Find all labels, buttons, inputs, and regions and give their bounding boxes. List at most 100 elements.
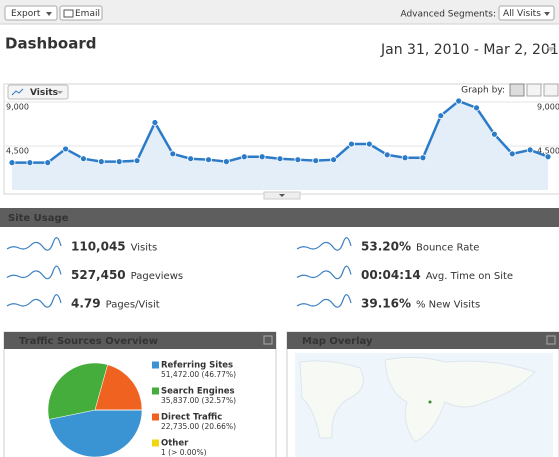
metric-tab[interactable] — [7, 84, 69, 100]
dropdown-arrow — [544, 12, 550, 16]
metric-value: 4.79 — [71, 297, 101, 311]
panel-title: Map Overlay — [302, 336, 373, 347]
legend-label: Other — [161, 439, 189, 449]
data-point — [330, 156, 338, 164]
y-tick-label: 9,000 — [6, 103, 29, 112]
metric-value: 527,450 — [71, 268, 126, 282]
dropdown-arrow — [57, 91, 63, 94]
legend-value: 35,837.00 (32.57%) — [161, 396, 236, 405]
sparkline — [296, 265, 352, 280]
metric-tab-icon — [11, 88, 24, 96]
segment-value: All Visits — [503, 9, 541, 19]
data-point — [526, 146, 534, 154]
legend-swatch — [152, 439, 159, 447]
panel-title: Traffic Sources Overview — [19, 336, 158, 347]
graph-by-month[interactable] — [543, 83, 559, 97]
dropdown-arrow — [46, 12, 52, 16]
metric-value: 53.20% — [361, 240, 411, 254]
data-point — [115, 158, 123, 166]
metric-label: Avg. Time on Site — [426, 271, 513, 282]
data-point — [8, 159, 16, 167]
date-range: Jan 31, 2010 - Mar 2, 2010 — [380, 42, 559, 58]
data-point — [473, 104, 480, 112]
panel-header — [4, 332, 276, 349]
data-point — [544, 153, 552, 161]
site-usage-metrics: 110,045 Visits 53.20% Bounce Rate 527,450 Pag… — [6, 237, 513, 311]
data-point — [97, 158, 105, 166]
email-icon — [63, 9, 74, 18]
panel-header — [287, 332, 559, 349]
data-point — [437, 112, 445, 120]
segment-select[interactable] — [498, 5, 555, 21]
metric-value: 39.16% — [361, 297, 411, 311]
data-point — [294, 156, 302, 164]
data-point — [383, 151, 391, 159]
dropdown-arrow — [547, 47, 555, 52]
email-label: Email — [75, 9, 100, 19]
section-header — [0, 208, 559, 227]
data-point — [240, 153, 248, 161]
data-point — [151, 119, 159, 126]
legend-swatch — [152, 413, 159, 421]
data-point — [348, 140, 355, 148]
data-point — [312, 157, 320, 165]
data-point — [455, 97, 463, 105]
y-tick-label: 9,000 — [537, 103, 559, 112]
metric-tab-label: Visits — [30, 88, 58, 98]
traffic-panel — [3, 331, 277, 457]
data-point — [205, 156, 212, 164]
sparkline — [6, 237, 62, 251]
data-point — [365, 140, 373, 148]
metric-label: Pages/Visit — [106, 300, 160, 311]
data-point — [169, 150, 177, 158]
date-range-picker[interactable] — [375, 37, 559, 62]
collapse-arrow — [279, 194, 285, 197]
legend-label: Direct Traffic — [161, 413, 222, 423]
data-point — [276, 155, 284, 163]
data-point — [26, 159, 34, 167]
legend-label: Search Engines — [161, 387, 235, 397]
sparkline — [296, 294, 352, 308]
metric-value: 110,045 — [71, 240, 126, 254]
sparkline — [6, 265, 62, 280]
metric-label: % New Visits — [416, 300, 480, 311]
data-point — [62, 145, 69, 153]
legend-value: 1 (> 0.00%) — [161, 448, 207, 457]
segments-label: Advanced Segments: — [400, 10, 496, 20]
data-point — [222, 158, 230, 166]
data-point — [44, 159, 52, 167]
legend-swatch — [152, 361, 159, 369]
data-point — [490, 130, 498, 138]
graph-by-label: Graph by: — [461, 86, 505, 96]
legend-label: Referring Sites — [161, 361, 233, 371]
export-label: Export — [11, 9, 41, 19]
graph-by-week[interactable] — [526, 83, 542, 97]
y-tick-label: 4,500 — [6, 147, 29, 156]
pie-slice — [94, 364, 143, 411]
pie-slice — [47, 362, 108, 420]
metric-label: Bounce Rate — [416, 243, 479, 254]
data-point — [80, 155, 87, 163]
data-point — [187, 155, 195, 163]
data-point — [401, 154, 409, 162]
section-title: Site Usage — [8, 213, 69, 224]
metric-label: Visits — [131, 243, 158, 254]
metric-value: 00:04:14 — [361, 268, 421, 282]
graph-by-day[interactable] — [509, 83, 525, 97]
area — [12, 101, 548, 190]
map-land — [299, 356, 536, 443]
export-button[interactable] — [4, 5, 58, 21]
legend-value: 22,735.00 (20.66%) — [161, 422, 236, 431]
panel-close[interactable] — [546, 335, 556, 345]
data-point — [419, 154, 427, 162]
page-title: Dashboard — [5, 35, 96, 53]
map-location — [428, 400, 432, 404]
data-point — [508, 150, 516, 158]
sparkline — [6, 294, 62, 308]
panel-close[interactable] — [263, 335, 273, 345]
legend-swatch — [152, 387, 159, 395]
y-tick-label: 4,500 — [537, 147, 559, 156]
sparkline — [296, 237, 352, 251]
